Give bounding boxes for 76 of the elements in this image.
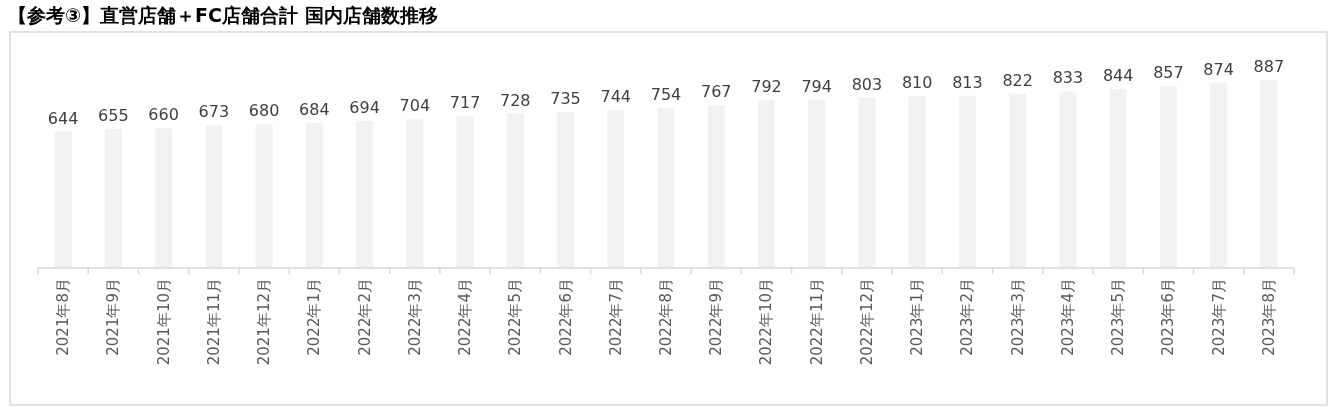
x-tick-label: 2021年11月: [204, 278, 223, 366]
data-label: 644: [47, 108, 79, 128]
data-label: 887: [1253, 57, 1285, 76]
data-label: 684: [299, 100, 330, 120]
bar: [456, 116, 474, 268]
x-tick-label: 2022年11月: [807, 278, 826, 366]
bar: [104, 129, 122, 268]
data-label: 754: [650, 85, 682, 105]
x-tick-label: 2022年3月: [405, 278, 424, 356]
x-tick-label: 2022年6月: [556, 278, 575, 356]
x-tick-label: 2021年10月: [154, 278, 173, 366]
bar: [1059, 91, 1077, 268]
data-label: 655: [98, 106, 129, 126]
x-tick-label: 2022年8月: [657, 278, 675, 356]
data-label: 813: [952, 72, 983, 92]
x-tick-label: 2022年12月: [857, 278, 876, 366]
data-label: 735: [550, 89, 581, 109]
data-label: 794: [801, 76, 832, 96]
data-label: 874: [1203, 59, 1234, 79]
bar: [958, 95, 976, 268]
data-label: 822: [1002, 70, 1033, 90]
data-label: 744: [600, 87, 632, 107]
x-tick-label: 2022年5月: [506, 278, 525, 356]
data-label: 704: [399, 95, 431, 115]
data-label: 844: [1102, 66, 1134, 86]
bar: [808, 99, 826, 268]
bar: [908, 96, 926, 268]
bar: [54, 131, 72, 268]
bar: [255, 123, 273, 268]
x-tick-label: 2023年6月: [1159, 278, 1178, 356]
x-tick-label: 2023年3月: [1008, 278, 1027, 356]
data-label: 767: [700, 82, 732, 102]
data-label: 810: [901, 73, 933, 93]
bar: [1210, 82, 1228, 268]
data-label: 694: [349, 97, 380, 117]
bar: [356, 120, 374, 268]
data-label: 660: [148, 105, 179, 125]
bar: [556, 112, 575, 268]
data-label: 857: [1153, 63, 1184, 83]
x-tick-label: 2021年12月: [255, 278, 274, 366]
x-tick-label: 2023年8月: [1259, 278, 1278, 356]
bar: [858, 97, 876, 268]
x-tick-label: 2021年8月: [54, 278, 73, 356]
x-tick-label: 2023年1月: [908, 278, 927, 356]
bar: [205, 125, 223, 268]
bar: [1109, 89, 1127, 268]
data-label: 833: [1052, 68, 1084, 88]
data-label: 680: [248, 100, 280, 120]
x-tick-label: 2021年9月: [104, 278, 123, 356]
x-tick-label: 2022年2月: [355, 278, 374, 356]
data-label: 728: [500, 90, 531, 110]
x-tick-label: 2022年4月: [456, 278, 475, 356]
data-label: 673: [198, 102, 230, 122]
x-tick-label: 2022年9月: [707, 278, 726, 356]
x-tick-label: 2023年5月: [1109, 278, 1128, 356]
x-tick-label: 2022年7月: [606, 278, 625, 356]
bar: [607, 110, 625, 268]
x-tick-label: 2022年1月: [305, 278, 324, 356]
bar: [707, 105, 725, 268]
x-tick-label: 2023年2月: [958, 278, 977, 356]
x-tick-label: 2022年10月: [757, 278, 776, 366]
bar: [155, 128, 173, 268]
data-label: 792: [751, 77, 782, 97]
bar: [657, 108, 675, 268]
data-label: 717: [449, 93, 481, 113]
bar: [757, 100, 776, 268]
bar: [1260, 80, 1278, 268]
x-tick-label: 2023年4月: [1058, 278, 1077, 356]
bar: [506, 113, 524, 268]
chart-title: 【参考③】直営店舗＋FC店舗合計 国内店舗数推移: [8, 4, 438, 26]
bar: [1159, 86, 1177, 268]
bar: [406, 118, 424, 268]
bar: [1009, 93, 1027, 268]
x-tick-label: 2023年7月: [1209, 278, 1228, 356]
bar: [305, 123, 323, 268]
data-label: 803: [851, 74, 883, 94]
